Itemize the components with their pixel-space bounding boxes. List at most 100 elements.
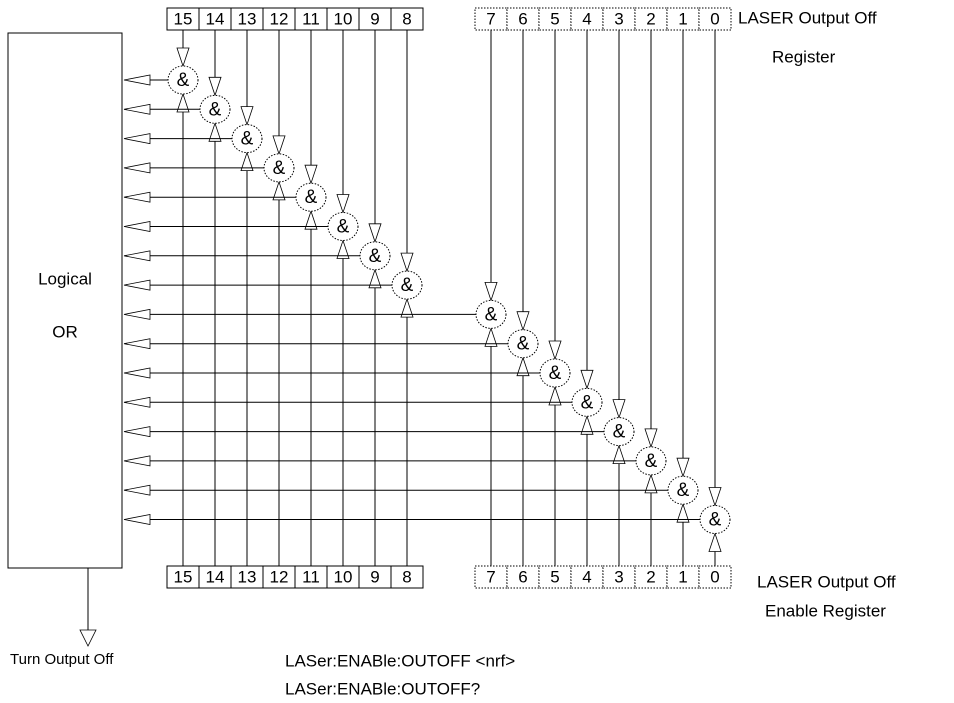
arrow	[580, 369, 594, 390]
gate-label: &	[241, 129, 254, 150]
arrow	[123, 484, 151, 496]
arrow	[123, 396, 151, 408]
arrow	[123, 162, 151, 174]
arrow	[676, 457, 690, 478]
and-gate	[327, 212, 359, 241]
gate-label: &	[613, 422, 626, 443]
gate-label: &	[517, 334, 530, 355]
arrow	[516, 311, 530, 331]
command: LASer:ENABle:OUTOFF <nrf>	[285, 651, 515, 670]
gate-label: &	[369, 246, 382, 267]
arrow	[123, 455, 151, 467]
bit-label: 13	[238, 9, 257, 28]
bit-label: 6	[518, 567, 527, 586]
and-gate	[603, 417, 635, 447]
arrow	[400, 252, 414, 273]
register-label: Enable Register	[765, 601, 886, 620]
arrow	[304, 209, 318, 230]
arrow	[272, 135, 286, 156]
and-gate	[391, 270, 423, 300]
bit-label: 9	[370, 567, 379, 586]
bit-label: 3	[614, 9, 623, 28]
and-gate	[263, 153, 295, 183]
gate-label: &	[401, 275, 414, 296]
bit-label: 2	[646, 567, 655, 586]
gate-label: &	[549, 363, 562, 384]
command: LASer:ENABle:OUTOFF?	[285, 679, 480, 698]
bit-label: 11	[302, 567, 320, 586]
arrow	[580, 415, 594, 435]
bit-label: 4	[582, 567, 591, 586]
bit-label: 3	[614, 567, 623, 586]
arrow	[548, 385, 562, 406]
bit-label: 0	[710, 567, 719, 586]
gate-label: &	[305, 187, 318, 208]
bit-label: 10	[334, 567, 353, 586]
gate-label: &	[581, 392, 594, 413]
gate-label: &	[273, 158, 286, 179]
bit-label: 1	[678, 567, 687, 586]
and-gate	[199, 94, 231, 124]
bit-label: 11	[302, 9, 320, 28]
arrow	[644, 428, 658, 449]
arrow	[336, 239, 350, 259]
arrow	[240, 106, 254, 126]
or-block	[7, 32, 123, 569]
bit-label: 12	[270, 567, 289, 586]
bit-label: 8	[402, 9, 411, 28]
and-gate	[699, 505, 731, 534]
output-label: Turn Output Off	[10, 651, 114, 668]
arrow	[123, 103, 151, 115]
gate-label: &	[485, 304, 498, 325]
arrow	[123, 514, 151, 525]
bit-label: 15	[174, 567, 193, 586]
gate-label: &	[645, 451, 658, 472]
arrow	[548, 340, 562, 361]
arrow	[368, 268, 382, 289]
and-gate	[539, 358, 571, 388]
arrow	[123, 250, 151, 262]
arrow	[176, 47, 190, 68]
arrow	[368, 223, 382, 244]
gate-label: &	[209, 99, 222, 120]
arrow	[123, 338, 151, 350]
bit-label: 0	[710, 9, 719, 28]
or-label: OR	[52, 322, 78, 341]
and-gate	[167, 65, 199, 95]
and-gate	[571, 387, 603, 417]
bit-label: 1	[678, 9, 687, 28]
arrow	[708, 532, 722, 552]
gate-label: &	[177, 70, 190, 91]
bit-label: 7	[486, 9, 495, 28]
bit-label: 12	[270, 9, 289, 28]
register-label: LASER Output Off	[757, 572, 896, 591]
gate-label: &	[677, 480, 690, 501]
arrow	[123, 191, 151, 203]
arrow	[676, 502, 690, 523]
register-label: Register	[772, 47, 836, 66]
bit-label: 6	[518, 9, 527, 28]
bit-label: 2	[646, 9, 655, 28]
and-gate	[359, 241, 391, 271]
arrow	[484, 327, 498, 347]
arrow	[644, 473, 658, 494]
arrow	[708, 487, 722, 507]
arrow	[176, 92, 190, 113]
arrow	[208, 76, 222, 97]
bit-label: 15	[174, 9, 193, 28]
and-gate	[507, 329, 539, 359]
and-gate	[295, 182, 327, 212]
arrow	[484, 281, 498, 302]
arrow	[123, 74, 151, 86]
bit-label: 7	[486, 567, 495, 586]
and-gate	[667, 475, 699, 505]
arrow	[272, 180, 286, 201]
output-arrow	[79, 629, 97, 647]
arrow	[123, 133, 151, 145]
bit-label: 14	[206, 9, 225, 28]
bit-label: 5	[550, 567, 559, 586]
and-gate	[231, 124, 263, 154]
arrow	[123, 367, 151, 379]
bit-label: 9	[370, 9, 379, 28]
